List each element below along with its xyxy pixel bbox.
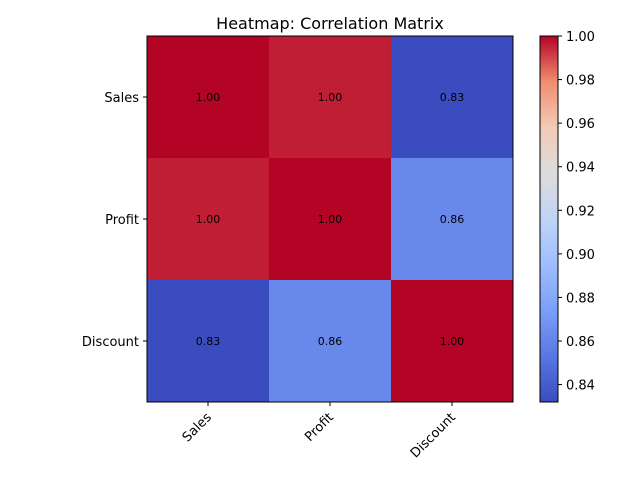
cell-value-label: 1.00 bbox=[196, 91, 221, 104]
heatmap-cell bbox=[147, 280, 270, 403]
cell-value-label: 1.00 bbox=[318, 213, 343, 226]
heatmap-cell bbox=[269, 158, 392, 281]
cell-value-label: 0.86 bbox=[440, 213, 465, 226]
x-tick-label: Discount bbox=[408, 410, 459, 461]
colorbar-tick-label: 0.90 bbox=[566, 248, 595, 263]
heatmap-cell bbox=[269, 36, 392, 159]
heatmap-cell bbox=[147, 36, 270, 159]
heatmap-cell bbox=[147, 158, 270, 281]
x-tick-label: Profit bbox=[302, 410, 337, 445]
heatmap-cell bbox=[391, 36, 514, 159]
x-tick-label: Sales bbox=[180, 410, 215, 445]
y-tick-label: Sales bbox=[104, 91, 139, 106]
colorbar-tick-label: 0.84 bbox=[566, 379, 595, 394]
cell-value-label: 0.86 bbox=[318, 335, 343, 348]
colorbar-tick-label: 1.00 bbox=[566, 30, 595, 45]
heatmap-cell bbox=[391, 280, 514, 403]
heatmap-cells bbox=[147, 36, 514, 403]
cell-value-label: 0.83 bbox=[440, 91, 465, 104]
heatmap-cell bbox=[269, 280, 392, 403]
colorbar-ticks: 0.84 0.86 0.88 0.90 0.92 0.94 0.96 0.98 1.00 bbox=[558, 30, 595, 394]
x-axis-ticks: Sales Profit Discount bbox=[180, 402, 459, 461]
cell-value-label: 1.00 bbox=[440, 335, 465, 348]
heatmap-cell bbox=[391, 158, 514, 281]
cell-value-label: 0.83 bbox=[196, 335, 221, 348]
colorbar-tick-label: 0.96 bbox=[566, 117, 595, 132]
y-axis-ticks: Sales Profit Discount bbox=[82, 91, 147, 350]
cell-value-label: 1.00 bbox=[196, 213, 221, 226]
y-tick-label: Profit bbox=[105, 213, 139, 228]
heatmap-cell-labels: 1.00 1.00 0.83 1.00 1.00 0.86 0.83 0.86 1.00 bbox=[196, 91, 465, 348]
chart-title: Heatmap: Correlation Matrix bbox=[216, 14, 444, 33]
y-tick-label: Discount bbox=[82, 335, 139, 350]
colorbar-tick-label: 0.92 bbox=[566, 204, 595, 219]
colorbar bbox=[539, 35, 559, 403]
colorbar-tick-label: 0.94 bbox=[566, 161, 595, 176]
colorbar-tick-label: 0.88 bbox=[566, 291, 595, 306]
colorbar-tick-label: 0.98 bbox=[566, 74, 595, 89]
cell-value-label: 1.00 bbox=[318, 91, 343, 104]
colorbar-tick-label: 0.86 bbox=[566, 335, 595, 350]
